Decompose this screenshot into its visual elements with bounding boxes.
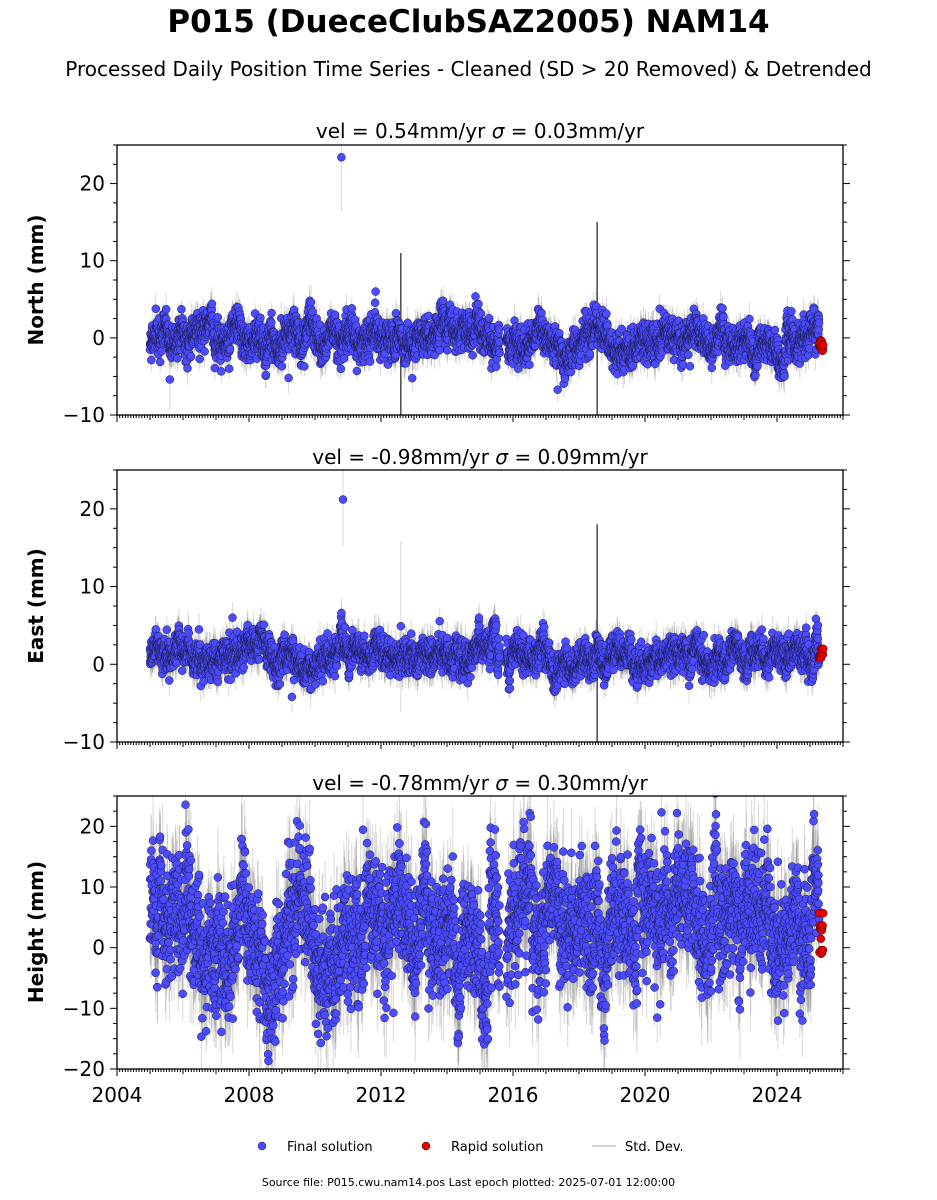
final-solution-point (224, 364, 234, 373)
final-solution-point (151, 304, 161, 314)
final-solution-point (155, 357, 165, 367)
data-layer-north (145, 145, 828, 415)
panel-title-north: vel = 0.54mm/yr σ = 0.03mm/yr (316, 119, 645, 143)
final-solution-point (183, 364, 192, 373)
final-solution-point (256, 313, 265, 323)
final-solution-point (267, 308, 276, 318)
final-solution-point (161, 304, 171, 314)
final-solution-point (267, 318, 276, 327)
sigma-value: = 0.03mm/yr (504, 119, 645, 143)
final-solution-point (261, 370, 271, 380)
sigma-symbol: σ (492, 119, 506, 143)
final-solution-point (195, 354, 204, 364)
final-solution-point (157, 346, 166, 356)
final-solution-point (186, 352, 196, 361)
chart-title: P015 (DueceClubSAZ2005) NAM14 (0, 4, 937, 40)
y-axis-label-north: North (mm) (24, 214, 48, 345)
final-solution-point (300, 362, 309, 371)
final-solution-point (173, 354, 182, 363)
final-solution-point (207, 299, 217, 309)
final-solution-point (277, 362, 287, 371)
final-solution-point (147, 355, 156, 365)
final-solution-point (225, 344, 235, 354)
final-solution-point (213, 313, 223, 322)
final-solution-point (217, 367, 226, 376)
final-solution-point (200, 347, 209, 356)
chart-subtitle: Processed Daily Position Time Series - C… (0, 57, 937, 81)
final-solution-point (177, 305, 186, 314)
velocity-text: vel = 0.54mm/yr (316, 119, 492, 143)
